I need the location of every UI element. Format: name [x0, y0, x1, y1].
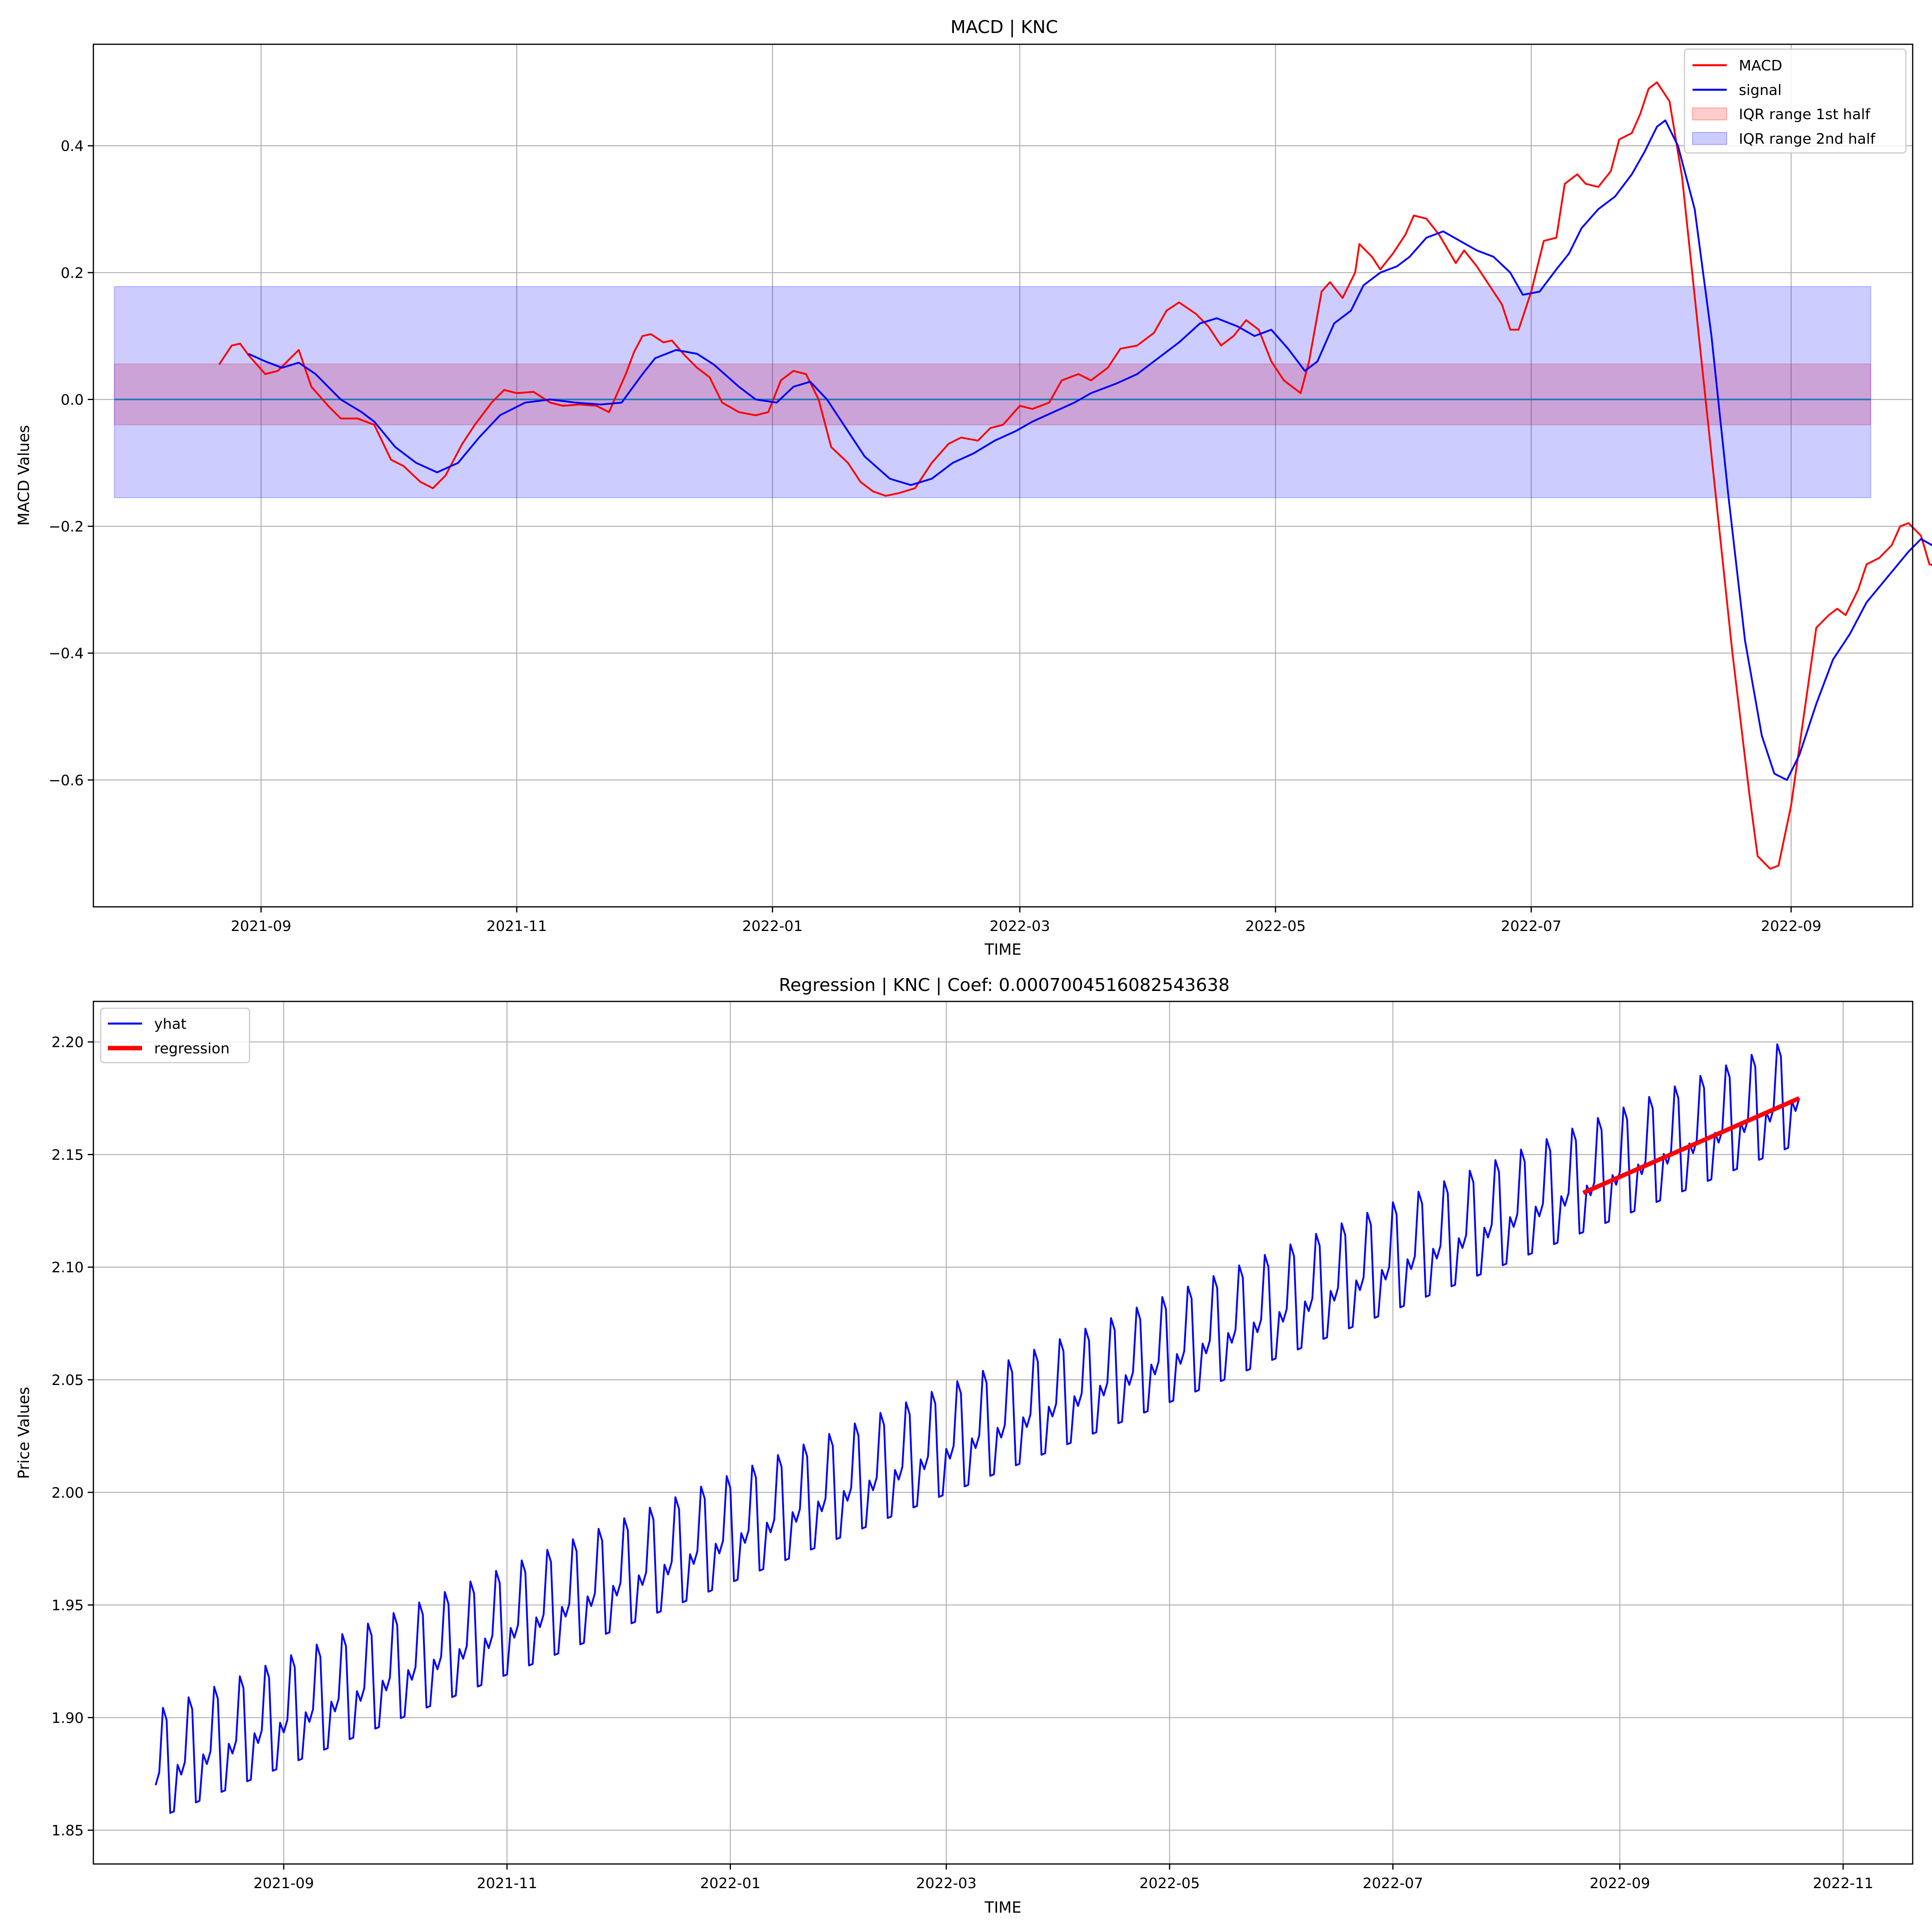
regression-legend-label-regression: regression — [154, 1040, 230, 1057]
macd-y-tick-label: 0.0 — [61, 392, 84, 408]
macd-x-ticks: 2021-09 2021-11 2022-01 2022-03 2022-05 2022-… — [231, 907, 1821, 935]
regression-legend: yhat regression — [100, 1007, 250, 1063]
regression-x-axis-label: TIME — [984, 1899, 1021, 1916]
macd-x-tick-label: 2022-07 — [1501, 918, 1561, 935]
regression-y-tick-label: 2.10 — [52, 1259, 84, 1276]
regression-chart: Regression | KNC | Coef: 0.0007004516082… — [15, 975, 1913, 1916]
macd-series-signal — [248, 119, 1932, 781]
regression-y-axis-label: Price Values — [15, 1387, 33, 1479]
regression-x-tick-label: 2022-01 — [700, 1875, 760, 1892]
regression-x-tick-label: 2021-09 — [254, 1875, 314, 1892]
regression-x-tick-label: 2022-09 — [1589, 1875, 1650, 1892]
regression-series-yhat — [155, 1043, 1800, 1814]
regression-x-tick-label: 2021-11 — [477, 1875, 537, 1892]
macd-lines — [114, 81, 1932, 870]
macd-x-tick-label: 2022-01 — [742, 918, 803, 935]
macd-y-tick-label: −0.6 — [49, 772, 84, 789]
macd-series-macd — [218, 81, 1932, 870]
macd-legend: MACD signal IQR range 1st half IQR range… — [1684, 48, 1907, 154]
regression-y-tick-label: 1.85 — [52, 1823, 84, 1839]
regression-plot-frame — [93, 1001, 1913, 1865]
regression-x-tick-label: 2022-07 — [1362, 1875, 1423, 1892]
macd-legend-label-macd: MACD — [1739, 58, 1782, 74]
regression-x-tick-label: 2022-11 — [1813, 1875, 1873, 1892]
regression-y-tick-label: 1.95 — [52, 1598, 84, 1614]
macd-legend-label-signal: signal — [1739, 82, 1782, 99]
macd-y-axis-label: MACD Values — [15, 425, 33, 526]
regression-y-tick-label: 2.05 — [52, 1372, 84, 1389]
macd-x-tick-label: 2022-05 — [1245, 918, 1306, 935]
regression-legend-label-yhat: yhat — [154, 1016, 186, 1032]
regression-y-tick-label: 1.90 — [52, 1710, 84, 1726]
macd-plot-frame — [93, 43, 1913, 908]
macd-title: MACD | KNC — [950, 17, 1058, 37]
macd-chart: MACD | KNC 2021-09 2021-11 2022-01 2022-03 2… — [15, 17, 1932, 958]
macd-legend-swatch-iqr1 — [1692, 107, 1727, 120]
macd-legend-swatch-iqr2 — [1692, 132, 1727, 145]
regression-y-tick-label: 2.20 — [52, 1034, 84, 1051]
macd-y-tick-label: −0.2 — [49, 519, 84, 535]
regression-y-tick-label: 2.15 — [52, 1147, 84, 1163]
macd-x-tick-label: 2021-09 — [231, 918, 291, 935]
regression-y-ticks: 1.85 1.90 1.95 2.00 2.05 2.10 2.15 2.20 — [52, 1034, 93, 1839]
macd-bands — [114, 286, 1871, 498]
macd-x-axis-label: TIME — [984, 941, 1021, 958]
macd-x-tick-label: 2022-09 — [1761, 918, 1821, 935]
macd-legend-label-iqr1: IQR range 1st half — [1739, 106, 1871, 123]
macd-y-tick-label: 0.4 — [61, 138, 84, 155]
macd-y-tick-label: −0.4 — [49, 646, 84, 662]
regression-x-tick-label: 2022-05 — [1139, 1875, 1200, 1892]
regression-series-regression — [1582, 1096, 1800, 1195]
regression-grid — [93, 1001, 1913, 1864]
macd-y-tick-label: 0.2 — [61, 265, 84, 281]
macd-band-iqr-1 — [114, 363, 1871, 425]
macd-y-ticks: −0.6 −0.4 −0.2 0.0 0.2 0.4 — [49, 138, 93, 789]
macd-x-tick-label: 2021-11 — [487, 918, 547, 935]
regression-x-ticks: 2021-09 2021-11 2022-01 2022-03 2022-05 2022-… — [254, 1864, 1873, 1892]
regression-lines — [155, 1043, 1800, 1814]
macd-legend-box — [1684, 48, 1907, 154]
regression-title: Regression | KNC | Coef: 0.0007004516082… — [779, 975, 1230, 995]
macd-legend-label-iqr2: IQR range 2nd half — [1739, 131, 1876, 147]
macd-band-iqr-2 — [114, 286, 1871, 498]
regression-y-tick-label: 2.00 — [52, 1485, 84, 1501]
macd-x-tick-label: 2022-03 — [989, 918, 1050, 935]
regression-x-tick-label: 2022-03 — [916, 1875, 976, 1892]
